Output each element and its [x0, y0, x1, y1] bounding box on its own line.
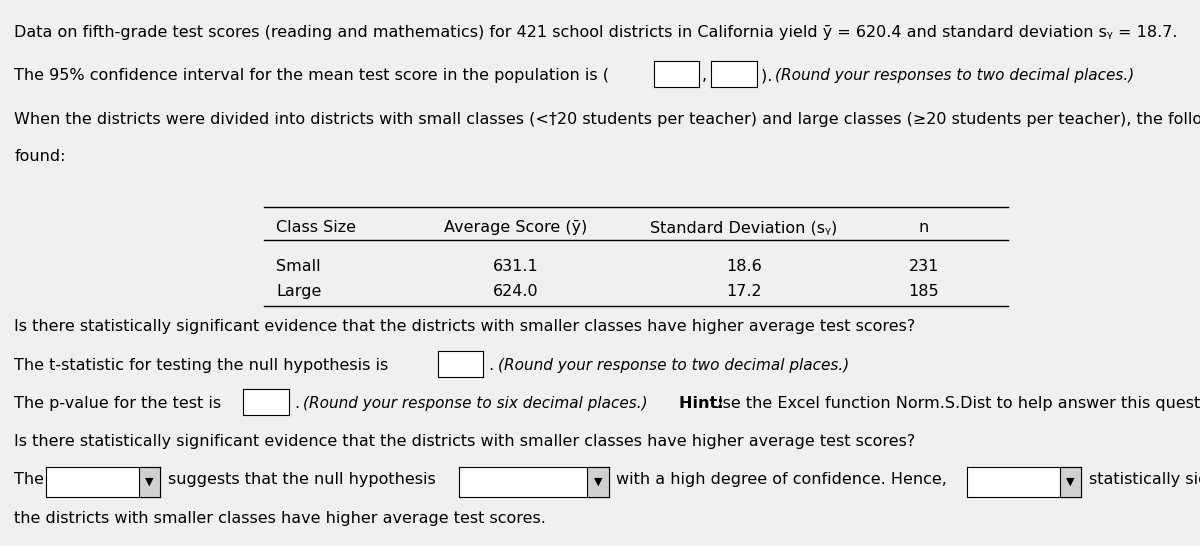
Text: 17.2: 17.2 [726, 284, 762, 299]
Text: The: The [14, 472, 44, 487]
Text: (Round your responses to two decimal places.): (Round your responses to two decimal pla… [775, 68, 1134, 83]
Text: When the districts were divided into districts with small classes (<†20 students: When the districts were divided into dis… [14, 112, 1200, 127]
Text: ▼: ▼ [594, 477, 602, 487]
Text: Use the Excel function Norm.S.Dist to help answer this question.: Use the Excel function Norm.S.Dist to he… [712, 396, 1200, 411]
Text: with a high degree of confidence. Hence,: with a high degree of confidence. Hence, [616, 472, 947, 487]
Text: ▼: ▼ [1067, 477, 1075, 487]
Text: (Round your response to six decimal places.): (Round your response to six decimal plac… [304, 396, 653, 411]
Text: ,: , [702, 68, 707, 83]
Text: 18.6: 18.6 [726, 259, 762, 274]
Text: n: n [919, 220, 929, 235]
Text: .: . [295, 396, 305, 411]
Text: Is there statistically significant evidence that the districts with smaller clas: Is there statistically significant evide… [14, 434, 916, 449]
Text: Is there statistically significant evidence that the districts with smaller clas: Is there statistically significant evide… [14, 319, 916, 334]
Text: Large: Large [276, 284, 322, 299]
Text: statistically significant evidence that: statistically significant evidence that [1088, 472, 1200, 487]
Text: Class Size: Class Size [276, 220, 356, 235]
Text: The 95% confidence interval for the mean test score in the population is (: The 95% confidence interval for the mean… [14, 68, 610, 83]
Text: The p-value for the test is: The p-value for the test is [14, 396, 222, 411]
Text: Hint:: Hint: [679, 396, 728, 411]
Text: the districts with smaller classes have higher average test scores.: the districts with smaller classes have … [14, 511, 546, 525]
Text: found:: found: [14, 149, 66, 164]
Text: 631.1: 631.1 [493, 259, 539, 274]
Text: 624.0: 624.0 [493, 284, 539, 299]
Text: The t-statistic for testing the null hypothesis is: The t-statistic for testing the null hyp… [14, 358, 389, 372]
Text: suggests that the null hypothesis: suggests that the null hypothesis [168, 472, 436, 487]
Text: Data on fifth-grade test scores (reading and mathematics) for 421 school distric: Data on fifth-grade test scores (reading… [14, 25, 1178, 39]
Text: Standard Deviation (sᵧ): Standard Deviation (sᵧ) [650, 220, 838, 235]
Text: ).: ). [761, 68, 778, 83]
Text: 231: 231 [908, 259, 940, 274]
Text: .: . [490, 358, 499, 372]
Text: ▼: ▼ [145, 477, 154, 487]
Text: (Round your response to two decimal places.): (Round your response to two decimal plac… [498, 358, 850, 372]
Text: 185: 185 [908, 284, 940, 299]
Text: Average Score (ȳ): Average Score (ȳ) [444, 220, 588, 235]
Text: Small: Small [276, 259, 320, 274]
